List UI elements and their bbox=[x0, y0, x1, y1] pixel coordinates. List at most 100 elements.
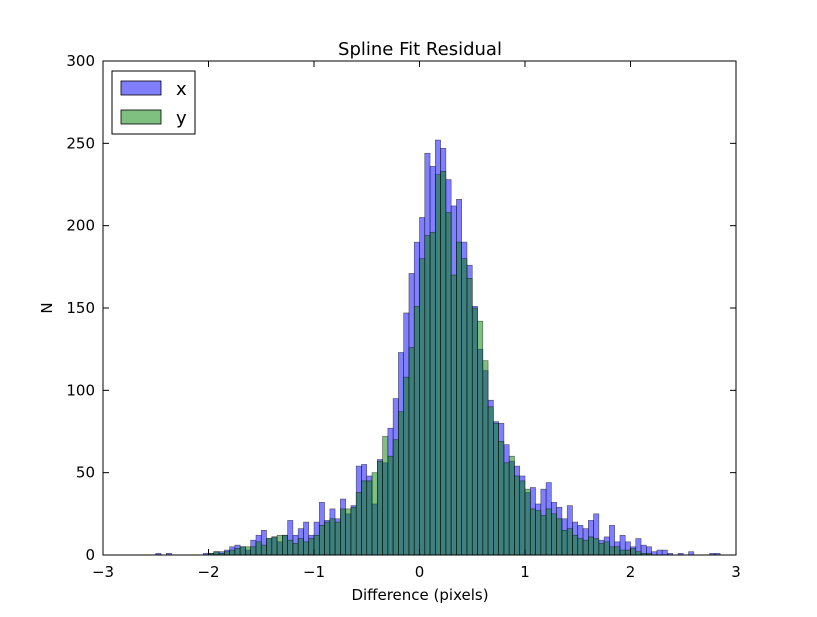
bar-y-24 bbox=[334, 521, 341, 556]
bar-y-78 bbox=[619, 549, 626, 556]
bar-y-20 bbox=[313, 534, 320, 556]
bar-y-4 bbox=[229, 549, 236, 556]
bar-y-54 bbox=[493, 422, 499, 556]
bar-y-66 bbox=[556, 518, 563, 556]
chart-title: Spline Fit Residual bbox=[338, 39, 502, 60]
bar-y-75 bbox=[603, 541, 610, 556]
bar-y-16 bbox=[292, 543, 299, 556]
bar-y-27 bbox=[350, 506, 357, 556]
bar-y-71 bbox=[582, 539, 589, 556]
bar-y-80 bbox=[630, 548, 637, 556]
y-tick-label: 0 bbox=[85, 546, 95, 564]
y-tick-label: 300 bbox=[66, 52, 95, 70]
bar-y-30 bbox=[366, 480, 373, 556]
bar-y-33 bbox=[382, 436, 389, 556]
bar-y-7 bbox=[245, 546, 252, 556]
bar-y-52 bbox=[482, 360, 489, 556]
bar-y-63 bbox=[540, 515, 547, 556]
x-tick-label: 1 bbox=[520, 563, 530, 581]
bar-y-42 bbox=[429, 231, 436, 556]
bar-y-44 bbox=[440, 171, 447, 556]
bar-y-22 bbox=[324, 521, 331, 556]
bar-y-70 bbox=[577, 538, 584, 556]
bar-y-41 bbox=[424, 235, 431, 556]
legend-swatch-x bbox=[120, 80, 162, 96]
x-tick-label: 3 bbox=[731, 563, 741, 581]
x-axis-label: Difference (pixels) bbox=[351, 586, 488, 604]
bar-y-45 bbox=[445, 212, 452, 556]
bar-y-26 bbox=[345, 508, 352, 556]
y-tick-label: 50 bbox=[76, 464, 95, 482]
bar-y-12 bbox=[271, 536, 278, 556]
bar-y-60 bbox=[524, 488, 531, 556]
bar-y-69 bbox=[572, 534, 579, 556]
bar-y-53 bbox=[487, 406, 494, 556]
bar-y-48 bbox=[461, 258, 468, 556]
legend-swatch-y bbox=[120, 109, 162, 125]
x-tick-label: −1 bbox=[303, 563, 325, 581]
bar-y-61 bbox=[529, 508, 536, 556]
bar-y-18 bbox=[303, 541, 310, 556]
bar-y-57 bbox=[508, 455, 515, 556]
bar-y-11 bbox=[266, 538, 273, 556]
y-tick-label: 150 bbox=[66, 299, 95, 317]
bar-y-38 bbox=[408, 347, 415, 556]
bar-y-67 bbox=[561, 529, 568, 556]
bar-y-14 bbox=[282, 534, 288, 556]
bar-y-49 bbox=[466, 278, 473, 556]
bar-y-72 bbox=[587, 536, 594, 556]
bar-y-51 bbox=[477, 320, 484, 556]
bar-y-76 bbox=[609, 546, 615, 556]
bar-y-40 bbox=[419, 258, 426, 556]
x-tick-label: −3 bbox=[92, 563, 114, 581]
bar-x-89 bbox=[661, 549, 668, 556]
bar-y-46 bbox=[450, 274, 457, 556]
bar-y-39 bbox=[413, 306, 420, 556]
bar-y-55 bbox=[498, 441, 505, 556]
bar-y-59 bbox=[519, 480, 526, 556]
bar-y-36 bbox=[398, 411, 404, 556]
bar-y-79 bbox=[624, 549, 631, 556]
bar-y-32 bbox=[376, 460, 383, 556]
bar-y-73 bbox=[593, 538, 600, 556]
bar-y-23 bbox=[329, 518, 336, 556]
y-tick-label: 200 bbox=[66, 217, 95, 235]
bar-y-34 bbox=[387, 455, 394, 556]
bar-y-17 bbox=[297, 538, 304, 556]
bar-y-50 bbox=[471, 307, 478, 556]
x-tick-label: 0 bbox=[415, 563, 425, 581]
bar-y-35 bbox=[392, 439, 399, 556]
y-axis-label: N bbox=[38, 302, 56, 313]
bar-y-21 bbox=[318, 525, 325, 556]
bar-y-19 bbox=[308, 538, 315, 556]
bar-y-31 bbox=[371, 472, 378, 556]
bar-y-29 bbox=[361, 480, 368, 556]
bar-y-25 bbox=[340, 508, 346, 556]
bar-y-28 bbox=[355, 492, 362, 556]
bar-y-6 bbox=[239, 546, 246, 556]
bar-x-88 bbox=[656, 549, 663, 556]
bar-y-47 bbox=[456, 241, 462, 556]
x-tick-label: −2 bbox=[197, 563, 219, 581]
legend-label-x: x bbox=[176, 79, 187, 100]
bar-y-58 bbox=[514, 475, 521, 556]
bar-y-62 bbox=[535, 510, 542, 556]
bar-y-8 bbox=[250, 546, 257, 556]
bar-y-56 bbox=[503, 462, 510, 556]
bar-y-5 bbox=[234, 548, 241, 556]
x-tick-label: 2 bbox=[626, 563, 636, 581]
y-tick-label: 100 bbox=[66, 381, 95, 399]
ticks-layer: −3 −2 −1 0 1 2 3 0 50 100 150 200 250 300 bbox=[66, 52, 740, 581]
bar-y-43 bbox=[435, 174, 441, 556]
legend-label-y: y bbox=[176, 108, 187, 129]
bar-y-9 bbox=[255, 541, 262, 556]
bar-y-64 bbox=[545, 508, 552, 556]
bar-y-15 bbox=[287, 539, 294, 556]
bar-y-10 bbox=[260, 544, 267, 556]
legend: x y bbox=[111, 70, 196, 135]
y-tick-label: 250 bbox=[66, 134, 95, 152]
bar-y-65 bbox=[551, 513, 557, 556]
bar-y-77 bbox=[614, 546, 621, 556]
bar-y-37 bbox=[403, 376, 410, 556]
